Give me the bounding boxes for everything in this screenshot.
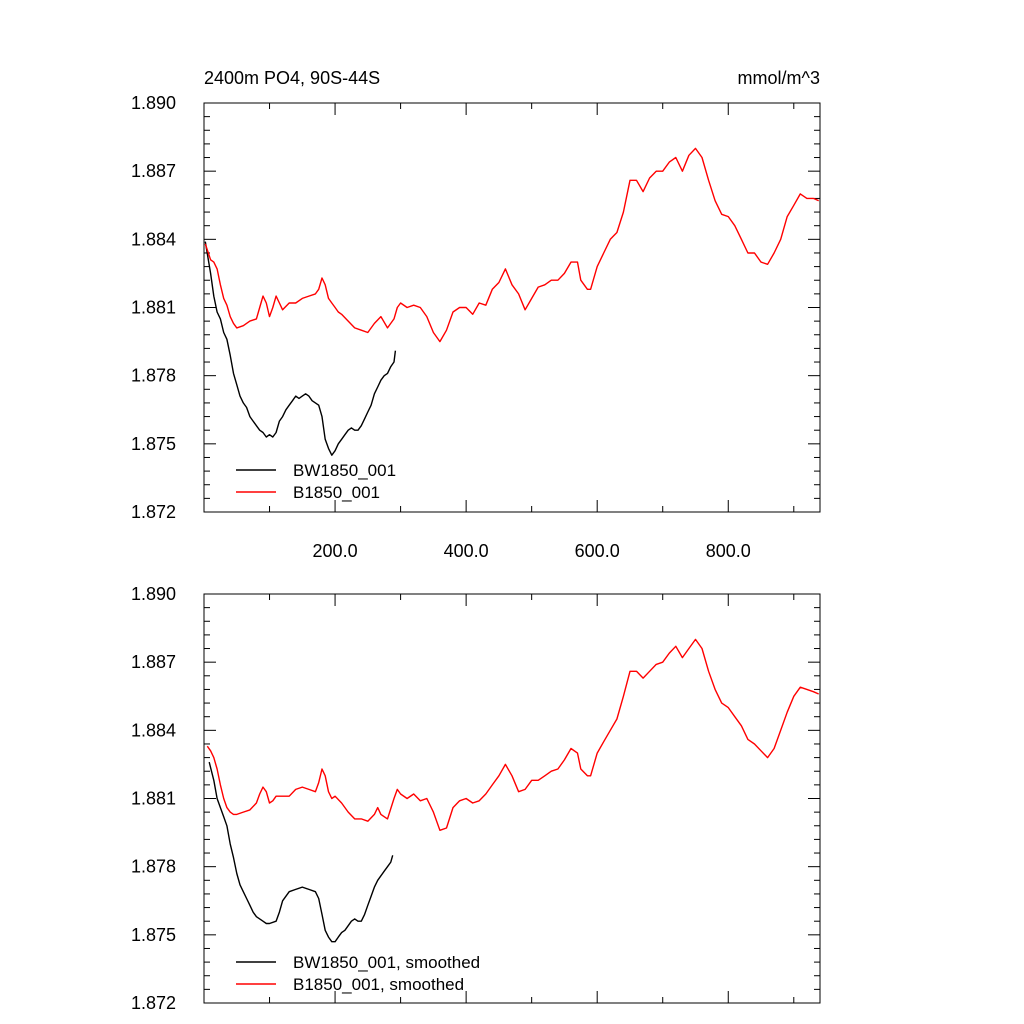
- x-tick-label: 200.0: [313, 541, 358, 561]
- y-tick-label: 1.881: [131, 789, 176, 809]
- series-line: [204, 241, 397, 456]
- x-tick-label: 600.0: [575, 541, 620, 561]
- y-tick-label: 1.878: [131, 857, 176, 877]
- series-line: [208, 761, 394, 943]
- y-tick-label: 1.890: [131, 93, 176, 113]
- y-tick-label: 1.884: [131, 229, 176, 249]
- plot-frame: [203, 593, 821, 1004]
- y-tick-label: 1.887: [131, 652, 176, 672]
- bottom-panel: 1.890 1.887 1.884 1.881 1.878 1.875 1.872 BW185…: [131, 584, 821, 1013]
- plot-frame: [203, 102, 821, 513]
- x-tick-label: 400.0: [444, 541, 489, 561]
- y-tick-label: 1.875: [131, 434, 176, 454]
- y-tick-label: 1.884: [131, 720, 176, 740]
- top-panel: 1.890 1.887 1.884 1.881 1.878 1.875 1.872 200.0…: [131, 93, 821, 561]
- legend-label: B1850_001, smoothed: [293, 975, 464, 994]
- x-tick-label: 800.0: [706, 541, 751, 561]
- chart-units: mmol/m^3: [738, 68, 820, 88]
- chart-title: 2400m PO4, 90S-44S: [204, 68, 380, 88]
- y-tick-label: 1.872: [131, 502, 176, 522]
- series-line: [204, 147, 819, 343]
- y-tick-label: 1.890: [131, 584, 176, 604]
- y-tick-label: 1.887: [131, 161, 176, 181]
- legend-label: B1850_001: [293, 483, 380, 502]
- legend-label: BW1850_001, smoothed: [293, 953, 480, 972]
- y-tick-label: 1.872: [131, 993, 176, 1013]
- series-line: [206, 638, 819, 831]
- legend-label: BW1850_001: [293, 461, 396, 480]
- y-tick-label: 1.878: [131, 366, 176, 386]
- y-tick-label: 1.881: [131, 298, 176, 318]
- y-tick-label: 1.875: [131, 925, 176, 945]
